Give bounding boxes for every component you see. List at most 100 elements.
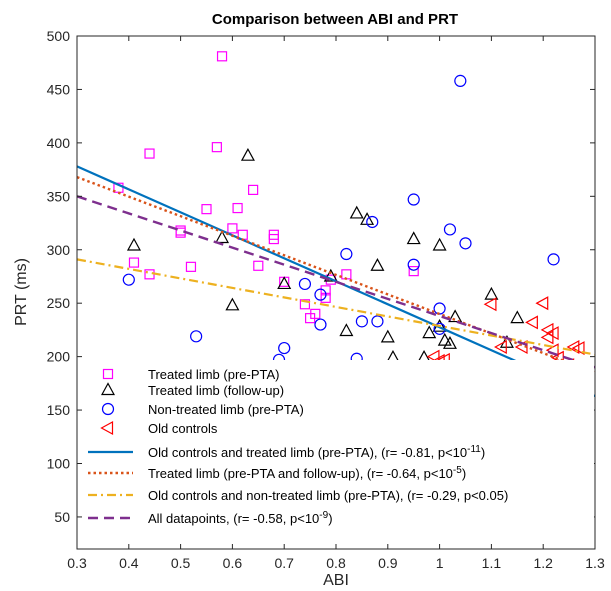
x-tick-label: 1.1: [482, 555, 502, 571]
x-tick-label: 1.3: [585, 555, 605, 571]
data-point-series-2: [437, 332, 452, 346]
x-tick-label: 0.4: [119, 555, 139, 571]
x-tick-label: 0.9: [378, 555, 398, 571]
data-point-series-2: [225, 297, 240, 311]
data-point-series-1: [185, 261, 197, 272]
data-point-series-1: [201, 204, 212, 215]
data-point-series-2: [380, 329, 395, 343]
legend-label: Non-treated limb (pre-PTA): [148, 402, 304, 417]
data-point-series-1: [227, 223, 238, 234]
data-point-series-1: [253, 260, 264, 271]
data-point-series-3: [314, 318, 327, 331]
y-tick-label: 350: [47, 188, 71, 204]
data-point-series-2: [126, 237, 141, 251]
x-tick-label: 0.5: [171, 555, 191, 571]
data-point-series-2: [510, 310, 525, 324]
data-point-series-2: [215, 230, 230, 244]
data-point-series-1: [310, 308, 321, 319]
data-point-series-2: [339, 323, 354, 337]
data-point-series-1: [248, 184, 259, 195]
data-point-series-2: [448, 309, 463, 323]
legend: Treated limb (pre-PTA)Treated limb (foll…: [84, 360, 594, 538]
data-point-series-2: [484, 286, 499, 300]
x-axis-label: ABI: [323, 572, 349, 589]
data-point-series-3: [407, 258, 420, 271]
x-tick-label: 0.7: [274, 555, 294, 571]
data-point-series-3: [407, 193, 420, 206]
data-point-series-4: [545, 326, 559, 341]
plot-marks: [113, 51, 590, 445]
x-tick-label: 0.6: [223, 555, 243, 571]
data-point-series-4: [483, 297, 497, 312]
data-point-series-3: [454, 74, 467, 87]
fit-lines: [76, 165, 596, 398]
fit-line-4: [76, 195, 596, 369]
data-point-series-1: [216, 51, 228, 62]
data-point-series-4: [535, 296, 549, 311]
legend-symbol-series-4: [100, 420, 114, 436]
data-point-series-3: [314, 288, 327, 301]
y-tick-label: 100: [47, 456, 71, 472]
data-point-series-4: [525, 315, 538, 330]
data-point-series-1: [128, 257, 140, 268]
data-point-series-4: [566, 339, 580, 355]
data-point-series-3: [459, 237, 472, 250]
x-axis-ticks: 0.3 0.4 0.5 0.6 0.7 0.8 0.9 1 1.1 1.2 1.3: [67, 36, 605, 571]
data-point-series-3: [433, 302, 446, 315]
data-point-series-3: [366, 215, 379, 229]
y-tick-label: 300: [47, 242, 71, 258]
y-tick-label: 400: [47, 135, 71, 151]
data-point-series-2: [370, 258, 385, 271]
data-point-series-4: [494, 339, 507, 355]
fit-line-2: [76, 175, 596, 374]
y-tick-label: 500: [47, 28, 71, 44]
y-tick-label: 50: [54, 509, 70, 525]
legend-symbol-series-3: [101, 402, 115, 416]
data-point-series-1: [408, 266, 419, 277]
data-point-series-2: [442, 336, 457, 349]
data-point-series-2: [240, 147, 255, 161]
data-point-series-3: [355, 315, 368, 328]
legend-symbol-series-2: [100, 382, 116, 396]
data-point-series-2: [432, 237, 447, 251]
data-point-series-3: [443, 223, 457, 236]
x-tick-label: 1: [436, 555, 444, 571]
data-point-series-3: [371, 315, 384, 328]
data-point-series-1: [268, 233, 279, 245]
y-tick-label: 250: [47, 295, 71, 311]
data-point-series-3: [298, 277, 312, 291]
x-tick-label: 1.2: [533, 555, 553, 571]
data-point-series-4: [426, 349, 440, 364]
chart-title: Comparison between ABI and PRT: [212, 11, 458, 28]
data-point-series-4: [540, 330, 554, 345]
legend-symbol-series-1: [102, 368, 114, 380]
data-point-series-1: [299, 299, 311, 310]
data-point-series-2: [323, 268, 338, 282]
y-axis-ticks: 50 100 150 200 250 300 350 400 450 500: [47, 28, 595, 525]
data-point-series-3: [340, 247, 353, 261]
y-tick-label: 200: [47, 349, 71, 365]
y-axis-label: PRT (ms): [13, 258, 30, 326]
data-point-series-2: [422, 325, 437, 339]
data-point-series-1: [144, 148, 155, 159]
data-point-series-1: [211, 142, 222, 153]
data-point-series-4: [571, 341, 585, 356]
legend-label: Treated limb (pre-PTA): [148, 367, 279, 382]
legend-label: Treated limb (follow-up): [148, 383, 284, 398]
legend-label: Old controls and treated limb (pre-PTA),…: [148, 444, 485, 460]
legend-label: Old controls: [148, 421, 218, 436]
legend-label: Treated limb (pre-PTA and follow-up), (r…: [148, 465, 466, 481]
y-tick-label: 150: [47, 402, 71, 418]
data-point-series-3: [190, 330, 203, 343]
data-point-series-3: [278, 341, 291, 355]
data-point-series-2: [349, 205, 364, 219]
y-tick-label: 450: [47, 81, 71, 97]
legend-background: [84, 360, 594, 538]
data-point-series-3: [547, 253, 560, 266]
x-tick-label: 0.8: [326, 555, 346, 571]
data-point-series-2: [406, 231, 421, 245]
legend-label: Old controls and non-treated limb (pre-P…: [148, 488, 508, 503]
legend-label: All datapoints, (r= -0.58, p<10-9): [148, 510, 333, 526]
x-tick-label: 0.3: [67, 555, 87, 571]
